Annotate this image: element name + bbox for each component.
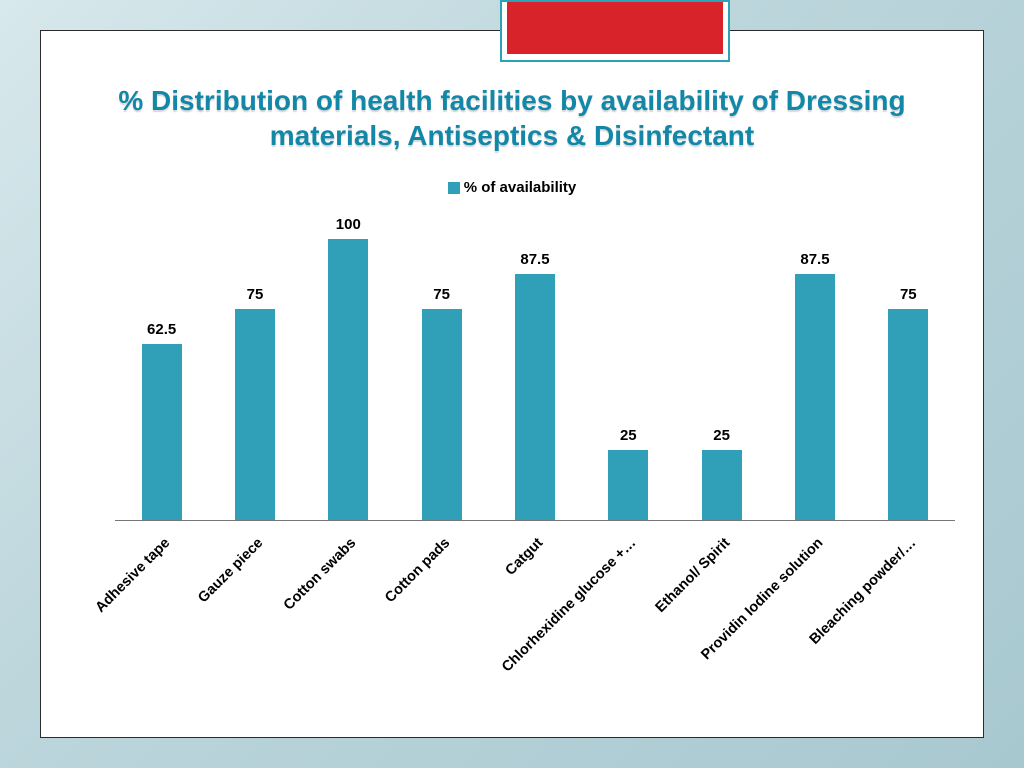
bar: 87.5 (795, 274, 835, 520)
bar-slot: 87.5 (768, 211, 861, 520)
x-category-label: Adhesive tape (92, 535, 173, 616)
accent-banner (500, 0, 730, 62)
x-label-slot: Bleaching powder/… (862, 531, 955, 691)
bar-value-label: 75 (900, 286, 917, 303)
bar-slot: 75 (862, 211, 955, 520)
chart-plot-area: 62.5 75 100 75 87.5 25 25 87.5 75 (115, 211, 955, 521)
bar: 25 (608, 450, 648, 520)
bar: 25 (702, 450, 742, 520)
bar-slot: 25 (675, 211, 768, 520)
bar-slot: 87.5 (488, 211, 581, 520)
x-axis-labels: Adhesive tapeGauze pieceCotton swabsCott… (115, 531, 955, 691)
bar-group: 62.5 75 100 75 87.5 25 25 87.5 75 (115, 211, 955, 520)
x-label-slot: Cotton pads (395, 531, 488, 691)
bar-value-label: 25 (620, 427, 637, 444)
bar-value-label: 87.5 (520, 251, 549, 268)
bar: 100 (328, 239, 368, 520)
legend-label: % of availability (464, 179, 577, 196)
legend-swatch (448, 182, 460, 194)
slide-frame: % Distribution of health facilities by a… (40, 30, 984, 738)
bar: 75 (235, 309, 275, 520)
accent-banner-fill (507, 2, 723, 54)
bar-value-label: 75 (433, 286, 450, 303)
bar-slot: 75 (208, 211, 301, 520)
bar-value-label: 62.5 (147, 321, 176, 338)
bar-slot: 100 (302, 211, 395, 520)
x-label-slot: Cotton swabs (302, 531, 395, 691)
x-label-slot: Gauze piece (208, 531, 301, 691)
bar-slot: 25 (582, 211, 675, 520)
bar-value-label: 100 (336, 216, 361, 233)
x-category-label: Catgut (502, 535, 546, 579)
bar-value-label: 25 (713, 427, 730, 444)
bar: 87.5 (515, 274, 555, 520)
bar: 62.5 (142, 344, 182, 520)
bar: 75 (888, 309, 928, 520)
chart-legend: % of availability (41, 179, 983, 196)
bar-value-label: 87.5 (800, 251, 829, 268)
x-label-slot: Adhesive tape (115, 531, 208, 691)
bar-slot: 75 (395, 211, 488, 520)
chart-title: % Distribution of health facilities by a… (101, 83, 923, 153)
bar: 75 (422, 309, 462, 520)
bar-slot: 62.5 (115, 211, 208, 520)
bar-value-label: 75 (247, 286, 264, 303)
